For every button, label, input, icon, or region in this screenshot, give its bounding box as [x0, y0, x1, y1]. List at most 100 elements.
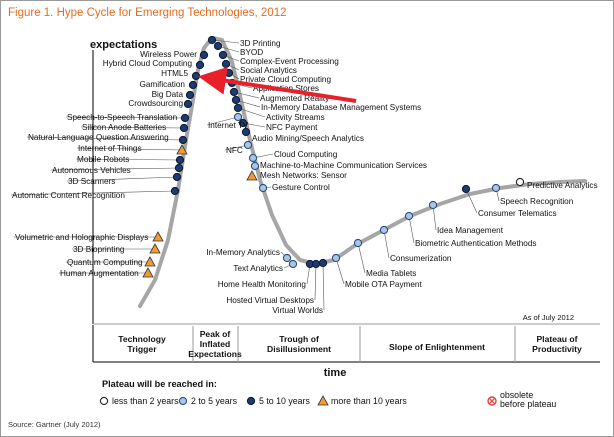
label-internet-of-things: Internet of Things: [78, 144, 142, 153]
label-volumetric-and-holographic-displays: Volumetric and Holographic Displays: [15, 233, 148, 242]
leader-internet-of-things: [76, 147, 183, 151]
marker-autonomous-vehicles: [174, 163, 184, 173]
label-predictive-analytics: Predictive Analytics: [527, 181, 598, 190]
phase-label-5-line-2: Productivity: [532, 344, 582, 354]
marker-in-memory-analytics: [282, 253, 292, 263]
marker-3d-scanners: [172, 172, 182, 182]
label-activity-streams: Activity Streams: [266, 113, 325, 122]
label-text-analytics: Text Analytics: [233, 264, 283, 273]
marker-byod: [213, 41, 223, 51]
label-silicon-anode-batteries: Silicon Anode Batteries: [82, 123, 166, 132]
phase-label-2-line-2: Inflated: [200, 339, 231, 349]
label-cloud-computing: Cloud Computing: [274, 150, 338, 159]
label-autonomous-vehicles: Autonomous Vehicles: [52, 166, 131, 175]
marker-social-analytics: [221, 59, 231, 69]
legend-marker-5to10: [246, 396, 256, 406]
label-3d-printing: 3D Printing: [240, 39, 281, 48]
phase-band: [92, 323, 600, 363]
label-human-augmentation: Human Augmentation: [60, 269, 139, 278]
leader-automatic-content-recognition: [10, 190, 176, 196]
curve-layer: [138, 36, 587, 308]
label-consumerization: Consumerization: [390, 254, 452, 263]
marker-hosted-virtual-desktops: [311, 259, 321, 269]
label-3d-scanners: 3D Scanners: [68, 177, 115, 186]
leader-hosted-virtual-desktops: [314, 263, 317, 301]
marker-consumerization: [379, 225, 389, 235]
marker-augmented-reality: [229, 87, 239, 97]
leader-speech-to-speech-translation: [65, 116, 186, 119]
marker-biometric-authentication-methods: [404, 211, 414, 221]
label-html5: HTML5: [161, 69, 188, 78]
label-social-analytics: Social Analytics: [240, 66, 297, 75]
legend-marker-gt10: [317, 395, 329, 406]
marker-speech-recognition: [491, 183, 501, 193]
marker-media-tablets: [353, 238, 363, 248]
marker-idea-management: [428, 200, 438, 210]
marker-cloud-computing: [248, 153, 258, 163]
marker-automatic-content-recognition: [170, 186, 180, 196]
leader-consumer-telematics: [465, 188, 478, 214]
leader-natural-language-question-answering: [26, 136, 184, 141]
label-speech-recognition: Speech Recognition: [500, 197, 574, 206]
leader-autonomous-vehicles: [50, 167, 180, 171]
label-idea-management: Idea Management: [437, 226, 504, 235]
label-hybrid-cloud-computing: Hybrid Cloud Computing: [103, 59, 193, 68]
legend: Plateau will be reached in: less than 2 y…: [99, 379, 556, 409]
hype-curve: [138, 36, 587, 308]
label-audio-mining-speech-analytics: Audio Mining/Speech Analytics: [252, 134, 364, 143]
marker-complex-event-processing: [218, 50, 228, 60]
legend-title: Plateau will be reached in:: [102, 379, 217, 389]
leader-idea-management: [432, 204, 437, 231]
legend-marker-lt2: [99, 396, 109, 406]
marker-natural-language-question-answering: [178, 135, 188, 145]
leader-3d-printing: [211, 39, 240, 44]
marker-quantum-computing: [144, 256, 156, 267]
phase-label-3-line-1: Trough of: [279, 334, 319, 344]
label-mobile-robots: Mobile Robots: [77, 155, 129, 164]
phase-label-5-line-1: Plateau of: [536, 334, 577, 344]
leader-biometric-authentication-methods: [408, 215, 415, 244]
source-note: Source: Gartner (July 2012): [8, 420, 101, 429]
marker-virtual-worlds: [318, 258, 328, 268]
label-gamification: Gamification: [139, 80, 185, 89]
legend-marker-2to5: [178, 396, 188, 406]
marker-wireless-power: [199, 50, 209, 60]
phase-label-1-line-2: Trigger: [127, 344, 157, 354]
leader-silicon-anode-batteries: [80, 126, 185, 129]
leader-mobile-ota-payment: [335, 257, 345, 285]
marker-nfc: [243, 140, 253, 150]
marker-3d-printing: [207, 35, 217, 45]
arrow-layer: [198, 66, 357, 103]
legend-label-2to5: 2 to 5 years: [191, 396, 238, 406]
label-in-memory-analytics: In-Memory Analytics: [206, 248, 280, 257]
legend-label-obsolete-line-1: obsolete: [500, 390, 533, 400]
marker-mobile-ota-payment: [331, 253, 341, 263]
marker-3d-bioprinting: [149, 243, 161, 254]
phase-label-2-line-3: Expectations: [188, 349, 242, 359]
legend-label-lt2: less than 2 years: [112, 396, 179, 406]
phase-label-3-line-2: Disillusionment: [267, 344, 331, 354]
marker-gesture-control: [258, 183, 268, 193]
marker-audio-mining-speech-analytics: [241, 127, 251, 137]
as-of-label: As of July 2012: [523, 313, 574, 322]
leader-virtual-worlds: [322, 262, 325, 311]
marker-internet-of-things: [176, 144, 188, 155]
phase-label-1-line-1: Technology: [118, 334, 166, 344]
leader-consumerization: [383, 229, 390, 259]
marker-in-memory-database-management-systems: [231, 95, 241, 105]
marker-private-cloud-computing: [224, 68, 234, 78]
label-speech-to-speech-translation: Speech-to-Speech Translation: [67, 113, 178, 122]
marker-gamification: [188, 80, 198, 90]
label-internet-tv: Internet TV: [208, 121, 249, 130]
label-mobile-ota-payment: Mobile OTA Payment: [345, 280, 422, 289]
label-consumer-telematics: Consumer Telematics: [478, 209, 557, 218]
marker-speech-to-speech-translation: [180, 113, 190, 123]
marker-big-data: [185, 90, 195, 100]
y-axis-label: expectations: [90, 39, 157, 51]
phase-label-2-line-1: Peak of: [200, 329, 231, 339]
marker-mobile-robots: [175, 155, 185, 165]
label-3d-bioprinting: 3D Bioprinting: [73, 245, 125, 254]
figure-title: Figure 1. Hype Cycle for Emerging Techno…: [8, 7, 287, 19]
leader-mobile-robots: [75, 158, 181, 161]
leader-media-tablets: [357, 242, 366, 274]
